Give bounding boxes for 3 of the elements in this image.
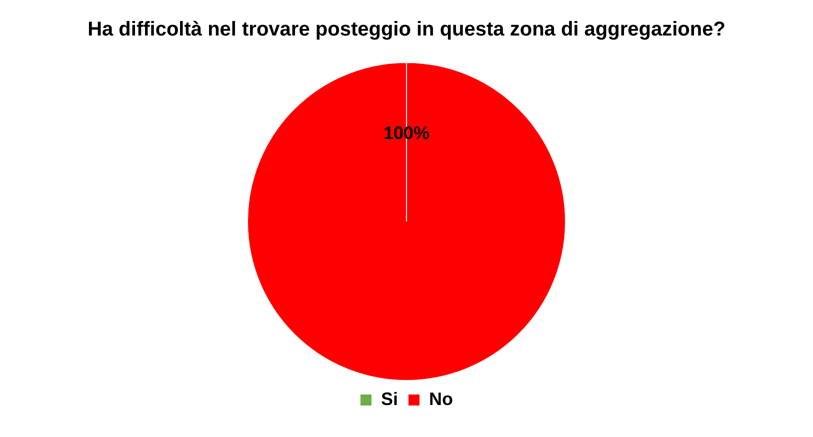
legend-label: Si (381, 388, 398, 409)
chart-title: Ha difficoltà nel trovare posteggio in questa zona di aggregazione? (88, 18, 726, 41)
legend-label: No (429, 388, 454, 409)
